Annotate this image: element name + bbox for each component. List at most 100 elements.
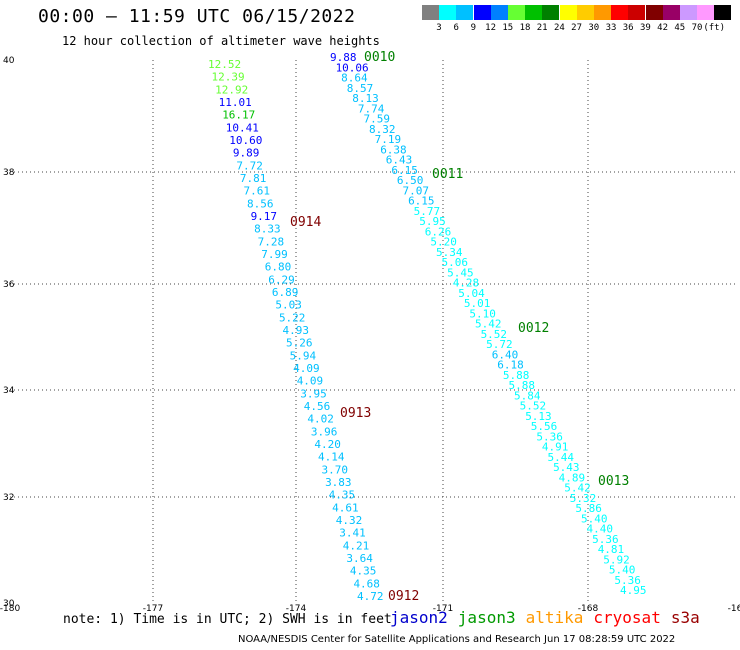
wave-height-value: 4.40 xyxy=(587,523,614,536)
wave-height-value: 8.13 xyxy=(352,92,379,105)
color-swatch xyxy=(576,5,594,20)
wave-height-value: 6.15 xyxy=(408,195,435,208)
wave-height-value: 5.13 xyxy=(525,410,552,423)
wave-height-value: 6.26 xyxy=(425,225,452,238)
wave-height-value: 12.92 xyxy=(215,83,248,96)
color-swatch xyxy=(628,5,646,20)
wave-height-value: 5.88 xyxy=(503,369,530,382)
color-swatch xyxy=(456,5,474,20)
legend-item: cryosat xyxy=(593,608,661,627)
pass-label: 0912 xyxy=(388,589,419,604)
color-swatch xyxy=(645,5,663,20)
wave-height-value: 6.89 xyxy=(272,286,299,299)
wave-height-value: 7.07 xyxy=(403,184,430,197)
color-swatch xyxy=(422,5,439,20)
wave-height-value: 4.93 xyxy=(283,324,310,337)
color-scale-label: 6 xyxy=(453,23,459,33)
wave-height-tracks: 12.5212.3912.9211.0116.1710.4110.609.897… xyxy=(208,51,647,603)
wave-height-value: 5.56 xyxy=(531,420,558,433)
legend-item: s3a xyxy=(670,608,700,627)
pass-label: 0011 xyxy=(432,167,463,182)
wave-height-value: 5.88 xyxy=(508,379,535,392)
wave-height-value: 7.28 xyxy=(258,235,285,248)
wave-height-value: 5.40 xyxy=(609,564,636,577)
wave-height-value: 4.72 xyxy=(357,590,384,603)
color-scale-label: 12 xyxy=(485,23,497,33)
wave-height-value: 9.17 xyxy=(251,210,277,223)
wave-height-value: 7.59 xyxy=(363,113,390,126)
wave-height-value: 6.80 xyxy=(265,261,292,274)
wave-height-value: 6.15 xyxy=(391,164,418,177)
wave-height-value: 7.99 xyxy=(261,248,288,261)
color-scale-label: 30 xyxy=(588,23,600,33)
wave-height-value: 3.41 xyxy=(339,527,366,540)
color-swatch xyxy=(473,5,491,20)
wave-height-value: 16.17 xyxy=(222,109,255,122)
axis-ticks: -180 -177 -174 -171 -168 -16 40 38 36 34 32 30 xyxy=(0,56,740,614)
wave-height-value: 4.02 xyxy=(307,413,334,426)
x-tick-label: -168 xyxy=(578,604,599,614)
wave-height-value: 5.32 xyxy=(570,492,597,505)
wave-height-value: 9.88 xyxy=(330,51,357,64)
wave-height-value: 5.22 xyxy=(279,311,306,324)
pass-label: 0010 xyxy=(364,50,395,65)
wave-height-value: 5.95 xyxy=(419,215,446,228)
wave-height-value: 4.89 xyxy=(559,471,586,484)
lat-lon-grid xyxy=(10,60,735,603)
wave-height-value: 6.43 xyxy=(386,154,413,167)
credit-line: NOAA/NESDIS Center for Satellite Applica… xyxy=(238,634,676,645)
wave-height-value: 5.45 xyxy=(447,266,474,279)
x-tick-label: -16 xyxy=(728,604,740,614)
color-scale-label: 36 xyxy=(622,23,634,33)
color-scale-label: 39 xyxy=(639,23,651,33)
wave-height-value: 6.50 xyxy=(397,174,424,187)
wave-height-value: 7.19 xyxy=(375,133,402,146)
x-tick-label: -180 xyxy=(0,604,20,614)
wave-height-value: 5.01 xyxy=(464,297,491,310)
wave-height-value: 8.56 xyxy=(247,197,274,210)
wave-height-value: 4.28 xyxy=(453,277,480,290)
y-tick-label: 38 xyxy=(3,168,15,178)
color-swatch xyxy=(559,5,577,20)
satellite-legend: jason2 jason3 altika cryosat s3a xyxy=(390,608,710,627)
color-swatch xyxy=(490,5,508,20)
wave-height-value: 4.56 xyxy=(304,400,331,413)
wave-height-value: 5.94 xyxy=(290,349,317,362)
color-swatch xyxy=(439,5,457,20)
wave-height-value: 5.72 xyxy=(486,338,512,351)
wave-height-value: 5.36 xyxy=(614,574,641,587)
wave-height-value: 10.60 xyxy=(229,134,262,147)
y-tick-label: 30 xyxy=(3,599,15,609)
color-scale-label: 45 xyxy=(674,23,686,33)
x-tick-label: -174 xyxy=(286,604,307,614)
color-swatch xyxy=(611,5,629,20)
page-subtitle: 12 hour collection of altimeter wave hei… xyxy=(62,34,380,48)
legend-item: jason3 xyxy=(457,608,516,627)
wave-height-value: 5.10 xyxy=(469,307,496,320)
y-tick-label: 34 xyxy=(3,386,15,396)
wave-height-value: 8.57 xyxy=(347,82,374,95)
wave-height-value: 4.21 xyxy=(343,539,370,552)
wave-height-value: 4.35 xyxy=(329,489,356,502)
wave-height-value: 3.64 xyxy=(346,552,373,565)
y-tick-label: 32 xyxy=(3,493,14,503)
y-tick-label: 36 xyxy=(3,280,15,290)
legend-item: altika xyxy=(525,608,584,627)
color-swatch xyxy=(680,5,697,20)
wave-height-value: 11.01 xyxy=(219,96,252,109)
x-tick-label: -171 xyxy=(433,604,453,614)
wave-height-value: 4.35 xyxy=(350,565,377,578)
wave-height-value: 4.32 xyxy=(336,514,363,527)
wave-height-value: 7.61 xyxy=(243,185,270,198)
wave-height-value: 6.29 xyxy=(268,273,295,286)
color-swatch xyxy=(508,5,525,20)
color-scale-label: 18 xyxy=(519,23,531,33)
wave-height-value: 8.64 xyxy=(341,72,368,85)
page-title: 00:00 — 11:59 UTC 06/15/2022 xyxy=(38,6,356,27)
wave-height-value: 5.03 xyxy=(275,299,302,312)
wave-height-value: 6.18 xyxy=(497,359,524,372)
wave-height-value: 5.52 xyxy=(520,400,547,413)
wave-height-value: 3.70 xyxy=(322,463,349,476)
wave-height-value: 7.81 xyxy=(240,172,267,185)
wave-height-value: 9.89 xyxy=(233,147,259,160)
